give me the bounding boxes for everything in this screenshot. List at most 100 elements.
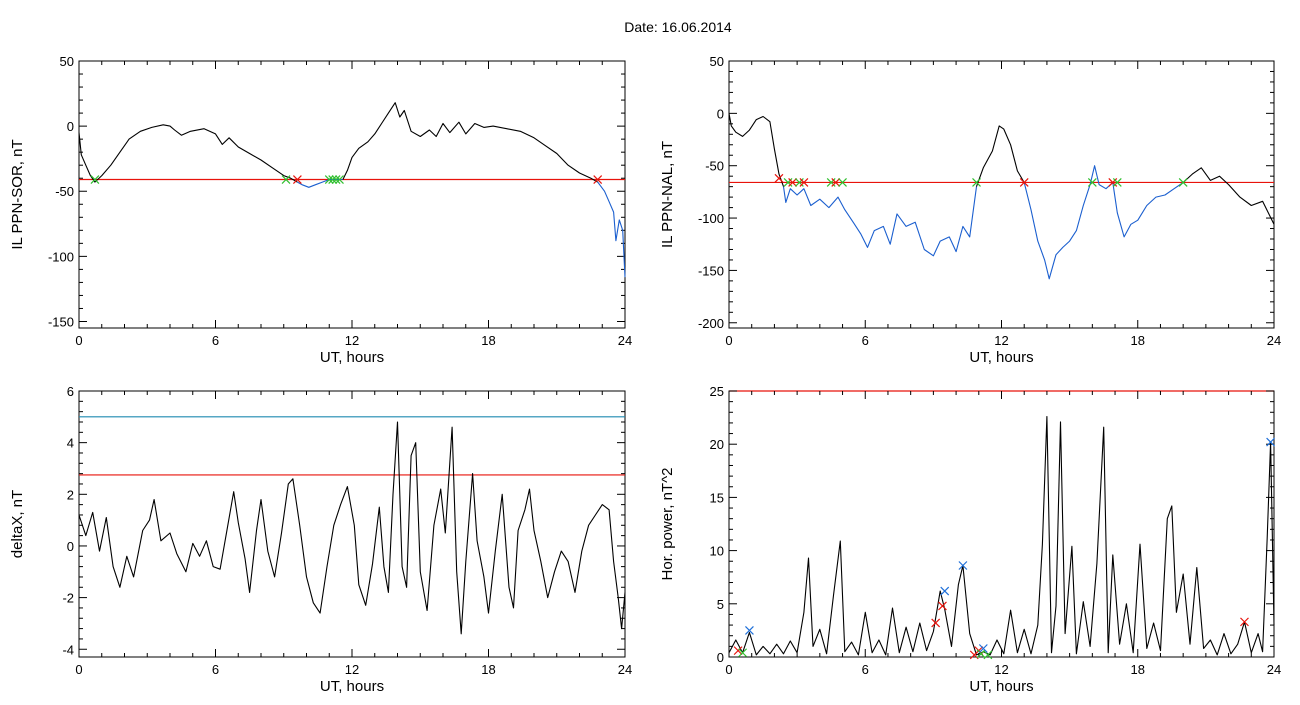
y-tick-label: -200 bbox=[698, 316, 724, 331]
x-tick-label: 12 bbox=[994, 333, 1008, 348]
chart-p2: 0 6 12 18 24 -200 -150 -100 -50 0 50 UT, hours IL PP… bbox=[659, 54, 1281, 366]
event-marker bbox=[983, 650, 993, 660]
x-tick-label: 0 bbox=[725, 333, 732, 348]
event-marker bbox=[281, 175, 291, 184]
y-axis-label: deltaX, nT bbox=[9, 490, 26, 558]
series-line-3 bbox=[597, 181, 626, 278]
y-tick-label: 0 bbox=[67, 119, 74, 134]
y-tick-label: 4 bbox=[67, 436, 74, 451]
x-tick-label: 6 bbox=[212, 662, 219, 677]
y-tick-label: 50 bbox=[60, 54, 74, 69]
y-tick-label: -150 bbox=[698, 263, 724, 278]
series-line-2 bbox=[975, 125, 1025, 187]
y-tick-label: 0 bbox=[717, 106, 724, 121]
y-axis-label: IL PPN-SOR, nT bbox=[9, 139, 26, 249]
x-tick-label: 6 bbox=[862, 662, 869, 677]
y-axis-label: IL PPN-NAL, nT bbox=[659, 141, 676, 248]
event-marker bbox=[799, 178, 809, 187]
y-tick-label: -150 bbox=[48, 314, 74, 329]
event-marker bbox=[958, 561, 968, 570]
series-line-1 bbox=[782, 186, 978, 257]
event-marker bbox=[90, 175, 100, 184]
y-tick-label: 10 bbox=[710, 544, 724, 559]
x-tick-label: 0 bbox=[75, 662, 82, 677]
y-tick-label: -50 bbox=[55, 184, 74, 199]
x-tick-label: 12 bbox=[345, 662, 359, 677]
y-tick-label: 25 bbox=[710, 384, 724, 399]
event-marker bbox=[738, 648, 748, 658]
x-axis-label: UT, hours bbox=[320, 349, 384, 366]
x-tick-label: 18 bbox=[1131, 662, 1145, 677]
x-tick-label: 6 bbox=[212, 333, 219, 348]
event-marker bbox=[335, 175, 344, 184]
event-marker bbox=[931, 618, 941, 628]
x-tick-label: 18 bbox=[481, 662, 495, 677]
x-tick-label: 0 bbox=[725, 662, 732, 677]
event-marker bbox=[788, 178, 798, 187]
x-tick-label: 12 bbox=[345, 333, 359, 348]
event-marker bbox=[292, 175, 302, 184]
y-tick-label: 0 bbox=[67, 539, 74, 554]
event-marker bbox=[774, 173, 784, 183]
event-marker bbox=[1019, 178, 1029, 187]
series-line-0 bbox=[78, 421, 626, 635]
plot-frame bbox=[78, 390, 626, 658]
series-line-2 bbox=[342, 102, 598, 183]
y-tick-label: 6 bbox=[67, 384, 74, 399]
event-marker bbox=[328, 175, 338, 184]
y-tick-label: -100 bbox=[48, 249, 74, 264]
x-tick-label: 18 bbox=[481, 333, 495, 348]
y-tick-label: 20 bbox=[710, 437, 724, 452]
x-tick-label: 24 bbox=[1267, 333, 1281, 348]
figure-title: Date: 16.06.2014 bbox=[624, 19, 732, 35]
event-marker bbox=[1087, 178, 1097, 187]
event-marker bbox=[978, 644, 988, 653]
x-axis-label: UT, hours bbox=[320, 678, 384, 695]
x-tick-label: 24 bbox=[618, 333, 632, 348]
x-axis-label: UT, hours bbox=[969, 678, 1033, 695]
event-marker bbox=[940, 586, 950, 596]
y-tick-label: 0 bbox=[717, 650, 724, 665]
event-marker bbox=[1266, 437, 1276, 447]
event-marker bbox=[1178, 178, 1188, 187]
y-tick-label: 2 bbox=[67, 487, 74, 502]
y-tick-label: 5 bbox=[717, 597, 724, 612]
plot-frame bbox=[78, 60, 626, 329]
event-marker bbox=[593, 175, 603, 184]
event-marker bbox=[331, 175, 341, 184]
event-marker bbox=[1240, 617, 1249, 627]
x-tick-label: 24 bbox=[1267, 662, 1281, 677]
x-tick-label: 18 bbox=[1131, 333, 1145, 348]
series-line-0 bbox=[728, 113, 785, 187]
series-line-0 bbox=[78, 124, 298, 183]
event-marker bbox=[1112, 178, 1122, 187]
y-tick-label: -100 bbox=[698, 211, 724, 226]
chart-p4: 0 6 12 18 24 0 5 10 15 20 25 UT, hours Hor. power, n… bbox=[659, 384, 1281, 695]
x-tick-label: 12 bbox=[994, 662, 1008, 677]
chart-p1: 0 6 12 18 24 -150 -100 -50 0 50 UT, hours IL PPN-SO… bbox=[9, 54, 632, 366]
y-tick-label: -2 bbox=[62, 591, 74, 606]
x-tick-label: 24 bbox=[618, 662, 632, 677]
event-marker bbox=[733, 646, 743, 656]
plot-frame bbox=[728, 60, 1275, 329]
series-line-4 bbox=[1182, 167, 1275, 225]
series-line-0 bbox=[728, 415, 1275, 656]
y-tick-label: -50 bbox=[705, 159, 724, 174]
event-marker bbox=[972, 178, 981, 187]
series-line-1 bbox=[297, 178, 343, 188]
y-tick-label: 50 bbox=[710, 54, 724, 69]
event-marker bbox=[938, 601, 947, 611]
y-tick-label: 15 bbox=[710, 490, 724, 505]
x-axis-label: UT, hours bbox=[969, 349, 1033, 366]
event-marker bbox=[831, 178, 841, 187]
y-axis-label: Hor. power, nT^2 bbox=[659, 468, 676, 581]
event-marker bbox=[838, 178, 847, 187]
series-line-3 bbox=[1023, 165, 1184, 280]
x-tick-label: 0 bbox=[75, 333, 82, 348]
event-marker bbox=[745, 625, 754, 635]
event-marker bbox=[324, 175, 334, 184]
x-tick-label: 6 bbox=[862, 333, 869, 348]
